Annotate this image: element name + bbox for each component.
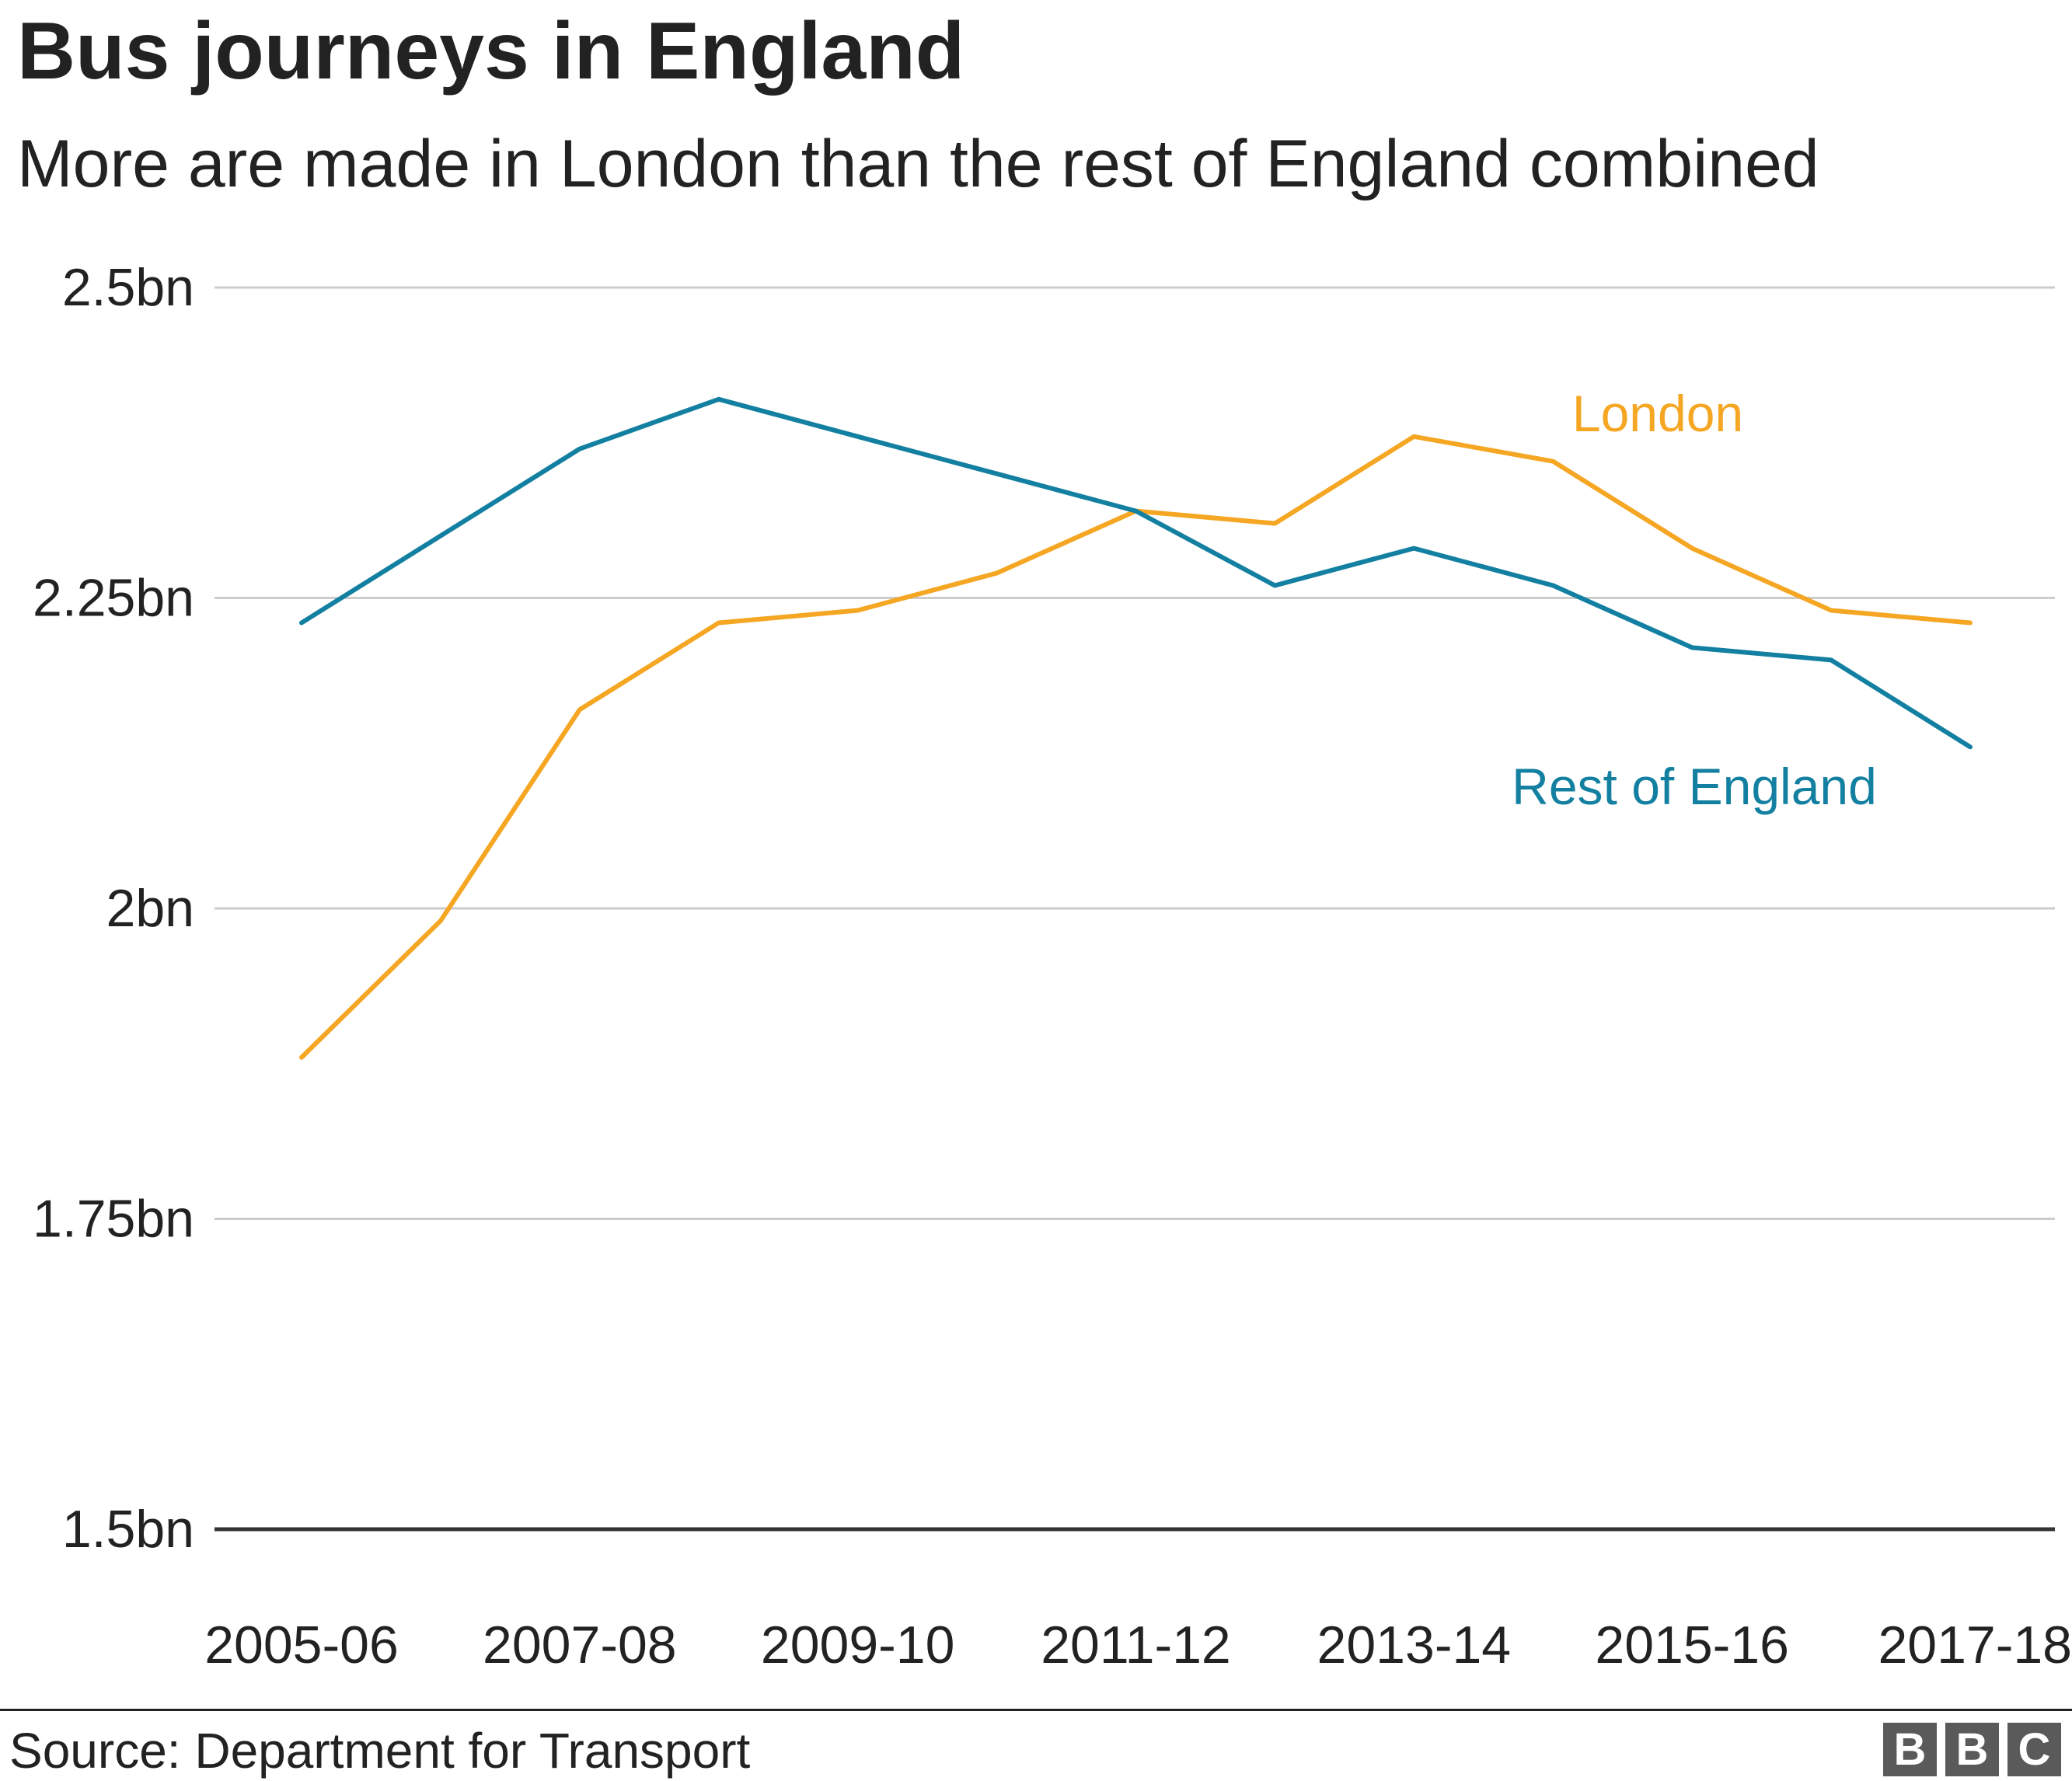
x-tick-label: 2009-10 <box>761 1615 955 1675</box>
x-tick-label: 2013-14 <box>1317 1615 1512 1675</box>
bbc-logo-letter: C <box>2007 1723 2061 1776</box>
y-tick-label: 2bn <box>106 879 194 938</box>
bbc-logo-letter: B <box>1883 1723 1937 1776</box>
series-line-london <box>299 434 1973 1060</box>
line-chart: 1.5bn 1.75bn 2bn 2.25bn 2.5bn 2005-06 2007-08… <box>33 258 2072 1675</box>
y-tick-label: 2.25bn <box>33 569 194 628</box>
chart-title: Bus journeys in England <box>17 6 965 96</box>
bbc-logo: B B C <box>1883 1723 2061 1776</box>
source-note: Source: Department for Transport <box>9 1723 751 1779</box>
bbc-logo-letter: B <box>1945 1723 1999 1776</box>
series-labels: London Rest of England <box>1512 385 1877 815</box>
y-tick-label: 1.5bn <box>62 1500 194 1559</box>
x-tick-label: 2005-06 <box>204 1615 399 1675</box>
footer-divider <box>0 1709 2072 1711</box>
x-tick-label: 2017-18 <box>1878 1615 2072 1675</box>
series-line-rest-of-england <box>299 396 1973 750</box>
chart-subtitle: More are made in London than the rest of… <box>17 127 1819 201</box>
x-tick-label: 2011-12 <box>1041 1615 1231 1675</box>
y-axis-tick-labels: 1.5bn 1.75bn 2bn 2.25bn 2.5bn <box>33 258 194 1559</box>
x-tick-label: 2015-16 <box>1595 1615 1789 1675</box>
y-tick-label: 2.5bn <box>62 258 194 317</box>
series-lines <box>299 396 1973 1060</box>
series-label-london: London <box>1572 385 1743 442</box>
x-tick-label: 2007-08 <box>483 1615 677 1675</box>
series-label-rest-of-england: Rest of England <box>1512 758 1877 815</box>
gridlines <box>215 286 2055 1532</box>
x-axis-tick-labels: 2005-06 2007-08 2009-10 2011-12 2013-14 2015-… <box>204 1615 2072 1675</box>
y-tick-label: 1.75bn <box>33 1190 194 1249</box>
